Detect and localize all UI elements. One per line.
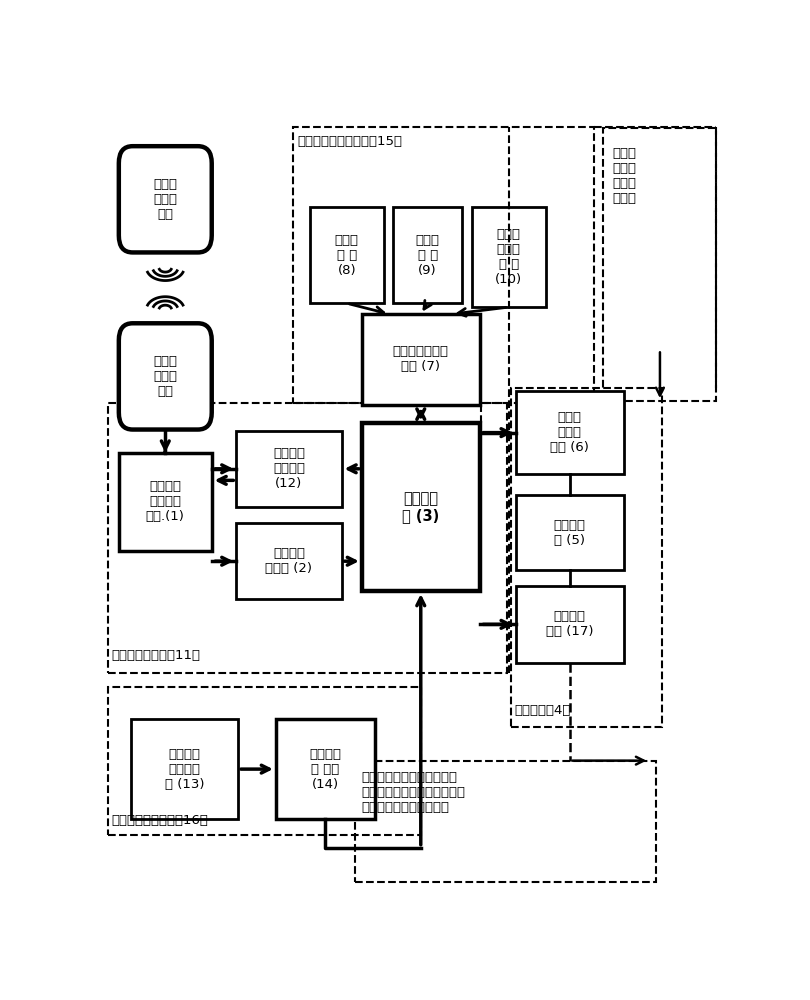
Bar — [393, 207, 463, 303]
Bar — [356, 761, 655, 882]
Bar — [603, 128, 717, 401]
Text: 影像控制器和记
录器 (7): 影像控制器和记 录器 (7) — [393, 345, 449, 373]
Bar — [119, 453, 211, 551]
Text: 仅由权
利人控
制盖印
章操作: 仅由权 利人控 制盖印 章操作 — [613, 147, 637, 205]
Text: 操作控制
器 (3): 操作控制 器 (3) — [402, 491, 439, 524]
Text: 仅由权利人控制印章外壳壳
体被封闭锁定或被打开，确保
印章操作仅受权利人控制: 仅由权利人控制印章外壳壳 体被封闭锁定或被打开，确保 印章操作仅受权利人控制 — [362, 771, 466, 814]
Text: 盖章操作
次数传感
器 (13): 盖章操作 次数传感 器 (13) — [165, 748, 204, 791]
Text: 操作者
的智能
手机: 操作者 的智能 手机 — [153, 355, 177, 398]
Text: 盖章次数
计 数器
(14): 盖章次数 计 数器 (14) — [309, 748, 341, 791]
Bar — [516, 586, 624, 663]
Text: 智能手机
信号外接
插口.(1): 智能手机 信号外接 插口.(1) — [146, 480, 185, 523]
Text: 权利人控制模块（11）: 权利人控制模块（11） — [111, 649, 200, 662]
Text: 授权信息
存储器 (2): 授权信息 存储器 (2) — [266, 547, 313, 575]
Text: 手动照
相摄像
开 关
(10): 手动照 相摄像 开 关 (10) — [495, 228, 522, 286]
Text: 盖印章
操作电
磁阀 (6): 盖印章 操作电 磁阀 (6) — [550, 411, 589, 454]
Text: 照相摄
像 头
(9): 照相摄 像 头 (9) — [416, 234, 440, 277]
Bar — [362, 314, 480, 405]
Bar — [108, 403, 507, 673]
Bar — [362, 423, 480, 591]
Bar — [237, 431, 342, 507]
Bar — [292, 127, 594, 403]
Bar — [108, 687, 421, 835]
Text: 盖章次数记录模块（16）: 盖章次数记录模块（16） — [111, 814, 208, 827]
Bar — [275, 719, 375, 819]
Bar — [471, 207, 546, 307]
FancyBboxPatch shape — [119, 323, 211, 430]
Text: 电池或电
源 (5): 电池或电 源 (5) — [553, 519, 586, 547]
Bar — [516, 391, 624, 474]
Text: 电动锁主
动件 (17): 电动锁主 动件 (17) — [546, 610, 593, 638]
Bar — [516, 495, 624, 570]
FancyBboxPatch shape — [119, 146, 211, 252]
Text: 已操作信
号存储器
(12): 已操作信 号存储器 (12) — [273, 447, 305, 490]
Bar — [510, 388, 663, 727]
Text: 权利人
的智能
手机: 权利人 的智能 手机 — [153, 178, 177, 221]
Text: 距离传
感 器
(8): 距离传 感 器 (8) — [335, 234, 359, 277]
Bar — [131, 719, 238, 819]
Bar — [309, 207, 384, 303]
Text: 电动组件（4）: 电动组件（4） — [514, 704, 571, 717]
Bar — [237, 523, 342, 599]
Text: 操作的影像记录模块（15）: 操作的影像记录模块（15） — [297, 135, 402, 148]
